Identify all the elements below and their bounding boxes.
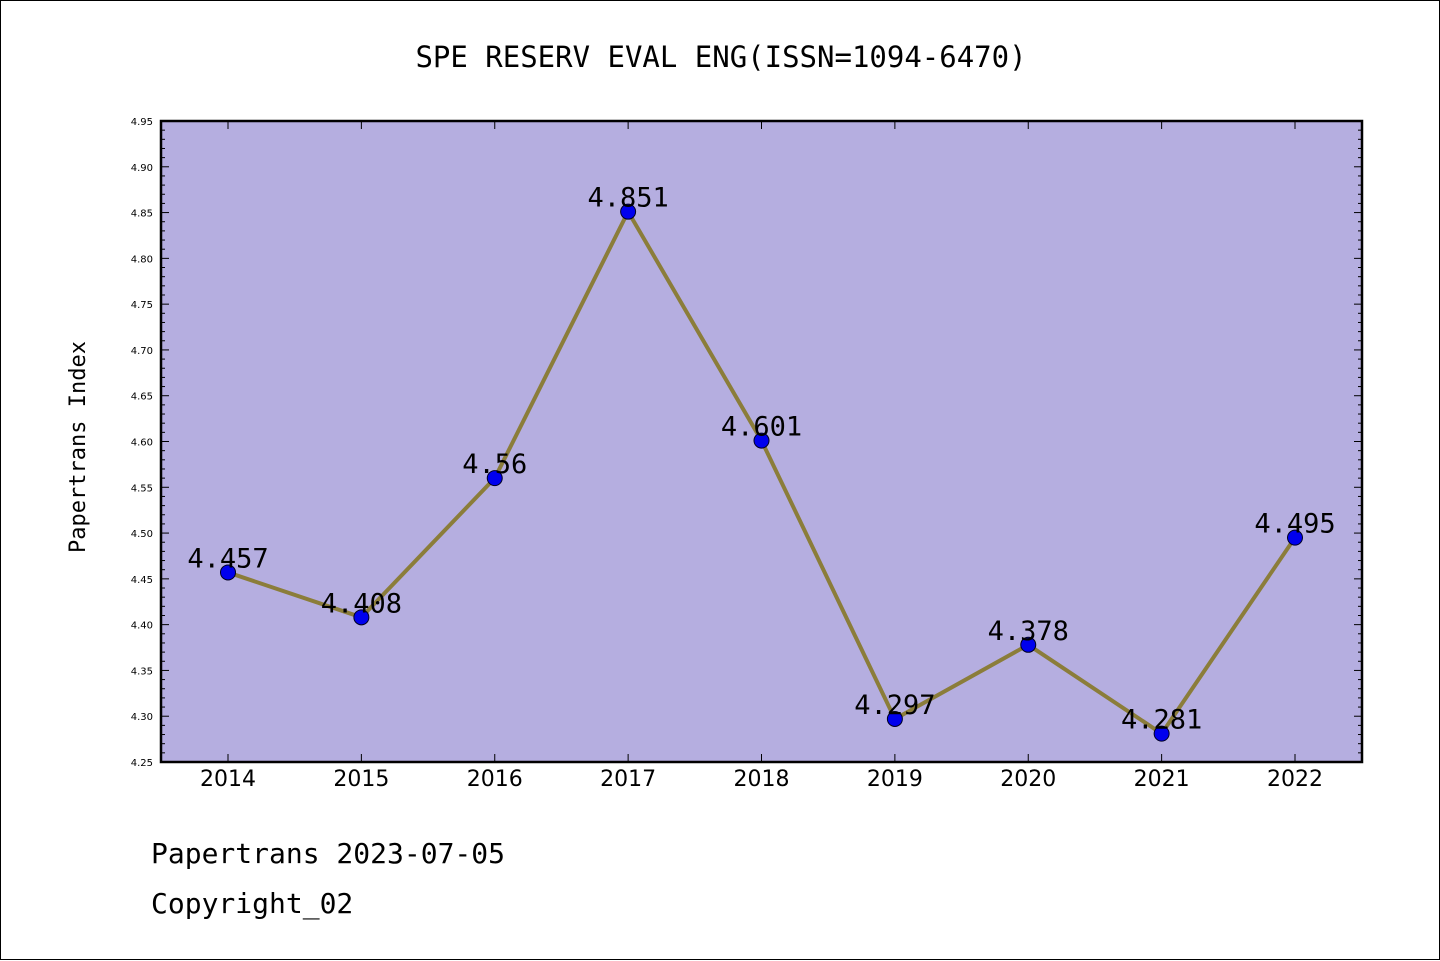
data-label: 4.408 (321, 588, 402, 619)
x-tick-label: 2016 (467, 767, 523, 792)
y-tick-label: 4.55 (131, 483, 153, 494)
data-labels: 4.457 4.408 4.56 4.851 4.601 4.297 4.378 4.281 4… (187, 183, 1335, 736)
footer-copyright: Copyright_02 (151, 887, 354, 920)
y-tick-label: 4.70 (131, 346, 153, 357)
y-tick-label: 4.65 (131, 392, 153, 403)
data-point (753, 432, 770, 449)
y-tick-label: 4.75 (131, 300, 153, 311)
data-point (620, 203, 637, 220)
data-point (1020, 636, 1037, 653)
y-tick-label: 4.85 (131, 209, 153, 220)
series-papertrans-index (220, 203, 1303, 742)
y-tick-label: 4.50 (131, 529, 153, 540)
y-tick-label: 4.40 (131, 621, 153, 632)
x-tick-label: 2022 (1267, 767, 1323, 792)
y-axis-label: Papertrans Index (66, 341, 91, 553)
data-label: 4.378 (988, 616, 1069, 647)
x-tick-label: 2017 (600, 767, 656, 792)
y-tick-label: 4.45 (131, 575, 153, 586)
data-point (1287, 529, 1303, 546)
data-label: 4.457 (187, 543, 268, 574)
x-tick-label: 2015 (333, 767, 389, 792)
data-point (220, 564, 236, 581)
y-tick-label: 4.25 (131, 758, 153, 769)
footer-source: Papertrans 2023-07-05 (151, 837, 506, 870)
y-tick-label: 4.90 (131, 163, 153, 174)
x-tick-label: 2014 (200, 767, 256, 792)
x-tick-label: 2018 (734, 767, 790, 792)
data-point (1153, 725, 1170, 742)
y-tick-label: 4.35 (131, 666, 153, 677)
y-tick-label: 4.30 (131, 712, 153, 723)
data-label: 4.851 (587, 183, 668, 214)
x-tick-label: 2019 (867, 767, 923, 792)
y-axis: 4.25 4.30 4.35 4.40 4.45 4.50 4.55 4.60 4.65 4.70… (131, 117, 1362, 769)
data-label: 4.601 (721, 412, 802, 443)
y-tick-label: 4.95 (131, 117, 153, 128)
data-label: 4.281 (1121, 705, 1202, 736)
chart-title: SPE RESERV EVAL ENG(ISSN=1094-6470) (415, 40, 1026, 74)
y-tick-label: 4.80 (131, 254, 153, 265)
data-label: 4.297 (854, 690, 935, 721)
data-point (886, 710, 903, 727)
data-label: 4.56 (462, 449, 527, 480)
data-label: 4.495 (1254, 509, 1335, 540)
x-tick-label: 2021 (1134, 767, 1190, 792)
data-point (486, 470, 503, 487)
x-axis: 2014 2015 2016 2017 2018 2019 2020 2021 2022 (200, 121, 1323, 792)
y-tick-label: 4.60 (131, 438, 153, 449)
x-tick-label: 2020 (1000, 767, 1056, 792)
data-point (353, 609, 370, 626)
